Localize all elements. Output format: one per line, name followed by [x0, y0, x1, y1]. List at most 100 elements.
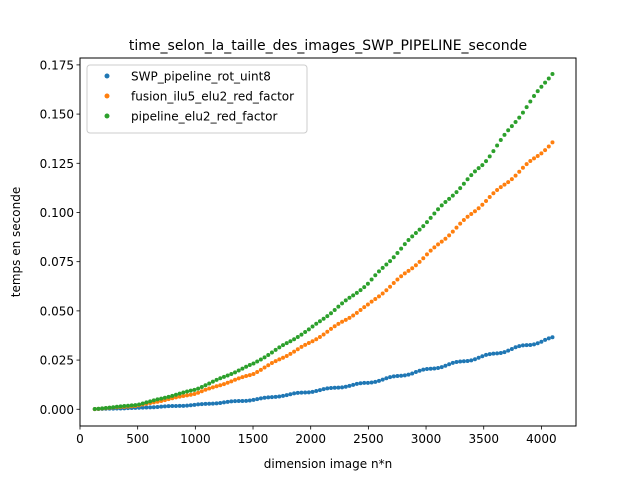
data-point — [162, 404, 167, 409]
data-point — [225, 373, 230, 378]
data-point — [509, 346, 514, 351]
data-point — [469, 173, 474, 178]
data-point — [450, 360, 455, 365]
data-point — [439, 203, 444, 208]
data-point — [255, 370, 260, 375]
data-point — [424, 220, 429, 225]
data-point — [535, 341, 540, 346]
legend-label: fusion_ilu5_elu2_red_factor — [131, 90, 294, 104]
data-point — [461, 217, 466, 222]
data-point — [439, 365, 444, 370]
data-point — [447, 362, 452, 367]
x-tick-label: 2000 — [295, 432, 326, 446]
data-points-layer — [92, 71, 555, 412]
data-point — [214, 384, 219, 389]
data-point — [192, 387, 197, 392]
data-point — [421, 256, 426, 261]
data-point — [450, 229, 455, 234]
data-point — [336, 304, 341, 309]
data-point — [284, 341, 289, 346]
data-point — [177, 394, 182, 399]
data-point — [388, 375, 393, 380]
data-point — [517, 169, 522, 174]
data-point — [340, 301, 345, 306]
data-point — [373, 273, 378, 278]
data-point — [299, 332, 304, 337]
data-point — [509, 177, 514, 182]
data-point — [517, 115, 522, 120]
data-point — [306, 327, 311, 332]
data-point — [380, 377, 385, 382]
data-point — [535, 89, 540, 94]
data-point — [347, 315, 352, 320]
data-point — [495, 187, 500, 192]
legend-label: SWP_pipeline_rot_uint8 — [131, 70, 271, 84]
data-point — [273, 359, 278, 364]
data-point — [491, 351, 496, 356]
data-point — [469, 212, 474, 217]
data-point — [225, 399, 230, 404]
data-point — [439, 239, 444, 244]
data-point — [369, 277, 374, 282]
data-point — [185, 389, 190, 394]
data-point — [162, 395, 167, 400]
data-point — [443, 236, 448, 241]
data-point — [244, 374, 249, 379]
data-point — [233, 370, 238, 375]
data-point — [310, 389, 315, 394]
data-point — [148, 399, 153, 404]
data-point — [295, 347, 300, 352]
data-point — [476, 355, 481, 360]
data-point — [513, 345, 518, 350]
data-point — [502, 132, 507, 137]
data-point — [251, 361, 256, 366]
data-point — [432, 245, 437, 250]
data-point — [332, 324, 337, 329]
data-point — [417, 259, 422, 264]
data-point — [491, 191, 496, 196]
data-point — [236, 399, 241, 404]
data-point — [487, 352, 492, 357]
data-point — [506, 128, 511, 133]
data-point — [148, 405, 153, 410]
y-tick-label: 0.100 — [40, 206, 74, 220]
x-axis: 0 500 1000 1500 2000 2500 3000 3500 4000 — [76, 426, 557, 446]
data-point — [314, 321, 319, 326]
data-point — [417, 368, 422, 373]
data-point — [532, 156, 537, 161]
data-point — [303, 329, 308, 334]
data-point — [476, 206, 481, 211]
x-tick-label: 1000 — [180, 432, 211, 446]
data-point — [424, 252, 429, 257]
data-point — [295, 390, 300, 395]
y-tick-label: 0.150 — [40, 108, 74, 122]
data-point — [210, 379, 215, 384]
data-point — [133, 403, 138, 408]
data-point — [303, 390, 308, 395]
data-point — [144, 405, 149, 410]
data-point — [443, 363, 448, 368]
data-point — [498, 185, 503, 190]
y-tick-label: 0.050 — [40, 304, 74, 318]
data-point — [177, 391, 182, 396]
data-point — [340, 385, 345, 390]
data-point — [336, 385, 341, 390]
legend-marker — [104, 73, 110, 79]
data-point — [266, 363, 271, 368]
data-point — [550, 140, 555, 145]
data-point — [476, 166, 481, 171]
data-point — [362, 285, 367, 290]
data-point — [373, 296, 378, 301]
data-point — [129, 403, 134, 408]
data-point — [258, 367, 263, 372]
data-point — [292, 349, 297, 354]
data-point — [203, 401, 208, 406]
data-point — [321, 387, 326, 392]
data-point — [376, 378, 381, 383]
data-point — [196, 402, 201, 407]
data-point — [454, 225, 459, 230]
data-point — [314, 389, 319, 394]
data-point — [524, 105, 529, 110]
data-point — [159, 396, 164, 401]
data-point — [358, 288, 363, 293]
